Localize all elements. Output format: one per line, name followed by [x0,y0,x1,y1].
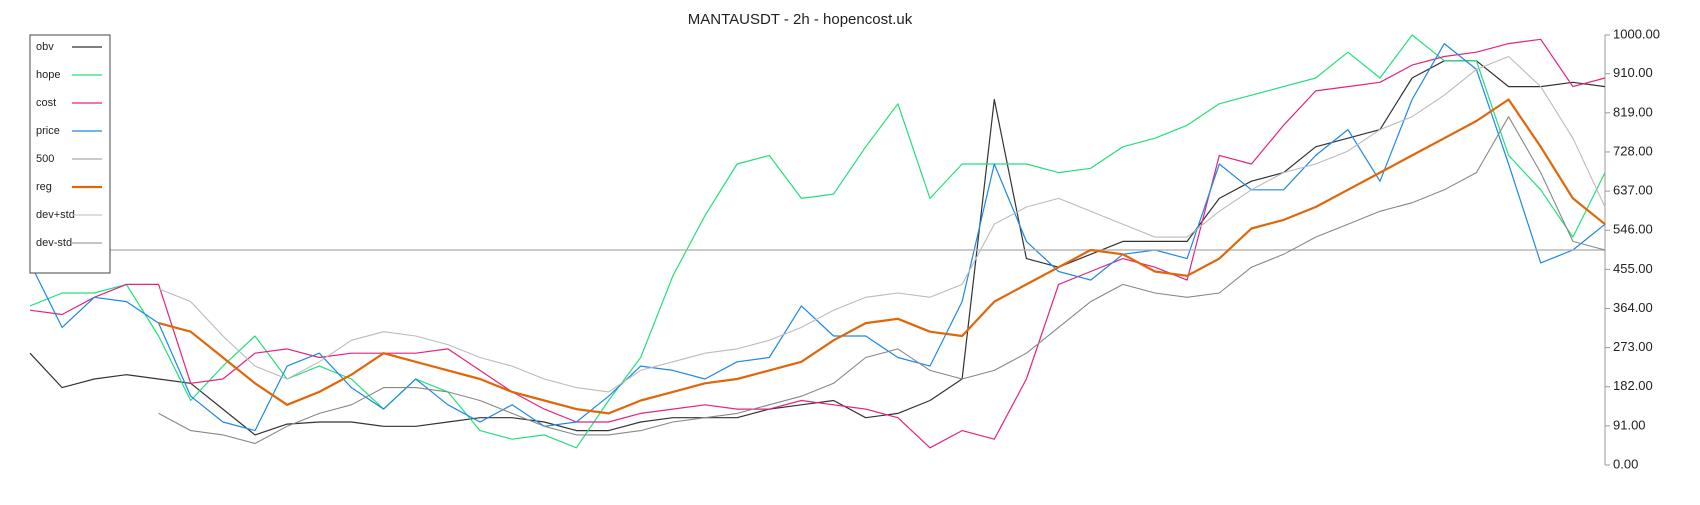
series-line [29,43,1606,432]
y-tick-label: 0.00 [1613,456,1638,471]
legend-label: price [36,125,60,137]
y-tick-label: 546.00 [1613,222,1653,237]
series-line [158,55,1606,393]
legend-label: obv [36,41,54,53]
y-tick-label: 728.00 [1613,143,1653,158]
legend-label: dev-std [36,237,72,249]
y-tick-label: 1000.00 [1613,26,1660,41]
legend-label: cost [36,97,56,109]
y-tick-label: 455.00 [1613,261,1653,276]
y-tick-label: 910.00 [1613,65,1653,80]
y-tick-label: 273.00 [1613,339,1653,354]
chart-title: MANTAUSDT - 2h - hopencost.uk [688,11,913,28]
series-line [158,116,1606,445]
legend-label: reg [36,181,52,193]
y-tick-label: 819.00 [1613,104,1653,119]
y-tick-label: 637.00 [1613,183,1653,198]
y-tick-label: 91.00 [1613,417,1646,432]
series-line [158,98,1606,415]
series-line [29,38,1606,449]
series-line [29,60,1606,436]
legend-label: dev+std [36,209,75,221]
y-tick-label: 364.00 [1613,300,1653,315]
series-line [29,34,1606,449]
y-tick-label: 182.00 [1613,378,1653,393]
legend-label: hope [36,69,60,81]
legend-label: 500 [36,153,54,165]
